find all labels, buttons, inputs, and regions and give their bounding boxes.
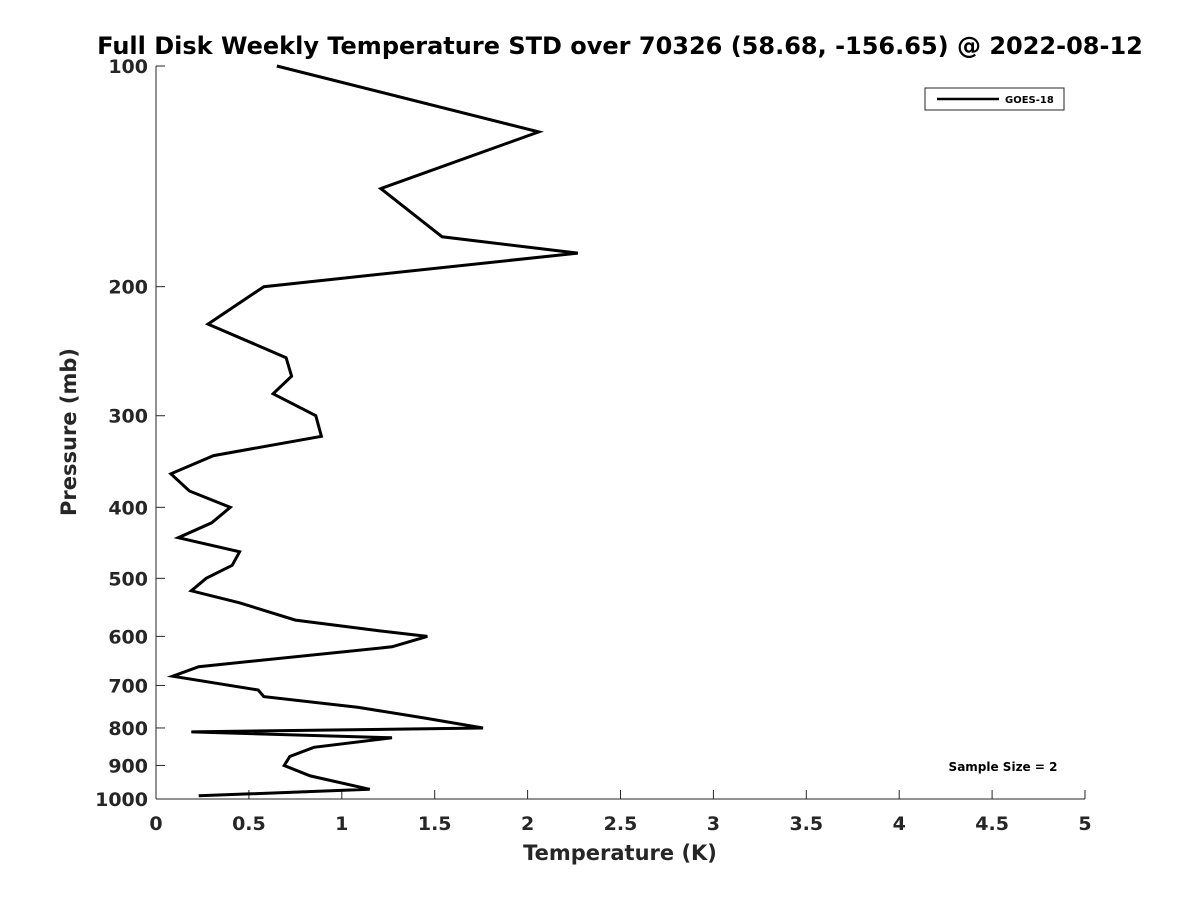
x-tick-label: 1 <box>335 813 348 835</box>
y-tick-label: 400 <box>108 497 148 519</box>
x-tick-label: 2 <box>521 813 534 835</box>
y-tick-label: 1000 <box>95 789 148 811</box>
x-tick-label: 2.5 <box>604 813 638 835</box>
x-tick-label: 3.5 <box>789 813 823 835</box>
y-tick-label: 900 <box>108 755 148 777</box>
x-tick-label: 1.5 <box>418 813 452 835</box>
legend: GOES-18 <box>924 87 1065 111</box>
x-axis-label: Temperature (K) <box>523 841 717 865</box>
y-tick-label: 700 <box>108 675 148 697</box>
series-line-goes-18 <box>166 64 578 798</box>
x-tick-label: 4 <box>893 813 906 835</box>
y-tick-label: 500 <box>108 568 148 590</box>
legend-label-goes-18: GOES-18 <box>1005 95 1054 106</box>
x-tick-label: 0.5 <box>232 813 266 835</box>
y-tick-label: 300 <box>108 406 148 428</box>
y-tick-label: 600 <box>108 626 148 648</box>
y-axis-ticks: 100 200 300 400 500 600 700 800 900 1000 <box>95 56 165 811</box>
x-axis-ticks: 0 0.5 1 1.5 2 2.5 3 3.5 4 4.5 5 <box>149 790 1092 835</box>
y-axis-label: Pressure (mb) <box>57 348 81 516</box>
chart-title: Full Disk Weekly Temperature STD over 70… <box>97 32 1143 60</box>
y-tick-label: 100 <box>108 56 148 78</box>
y-tick-label: 200 <box>108 277 148 299</box>
sample-size-annotation: Sample Size = 2 <box>949 760 1058 774</box>
y-tick-label: 800 <box>108 718 148 740</box>
x-tick-label: 3 <box>707 813 720 835</box>
x-tick-label: 0 <box>149 813 162 835</box>
x-tick-label: 5 <box>1078 813 1091 835</box>
series-group <box>166 64 578 798</box>
x-tick-label: 4.5 <box>975 813 1009 835</box>
